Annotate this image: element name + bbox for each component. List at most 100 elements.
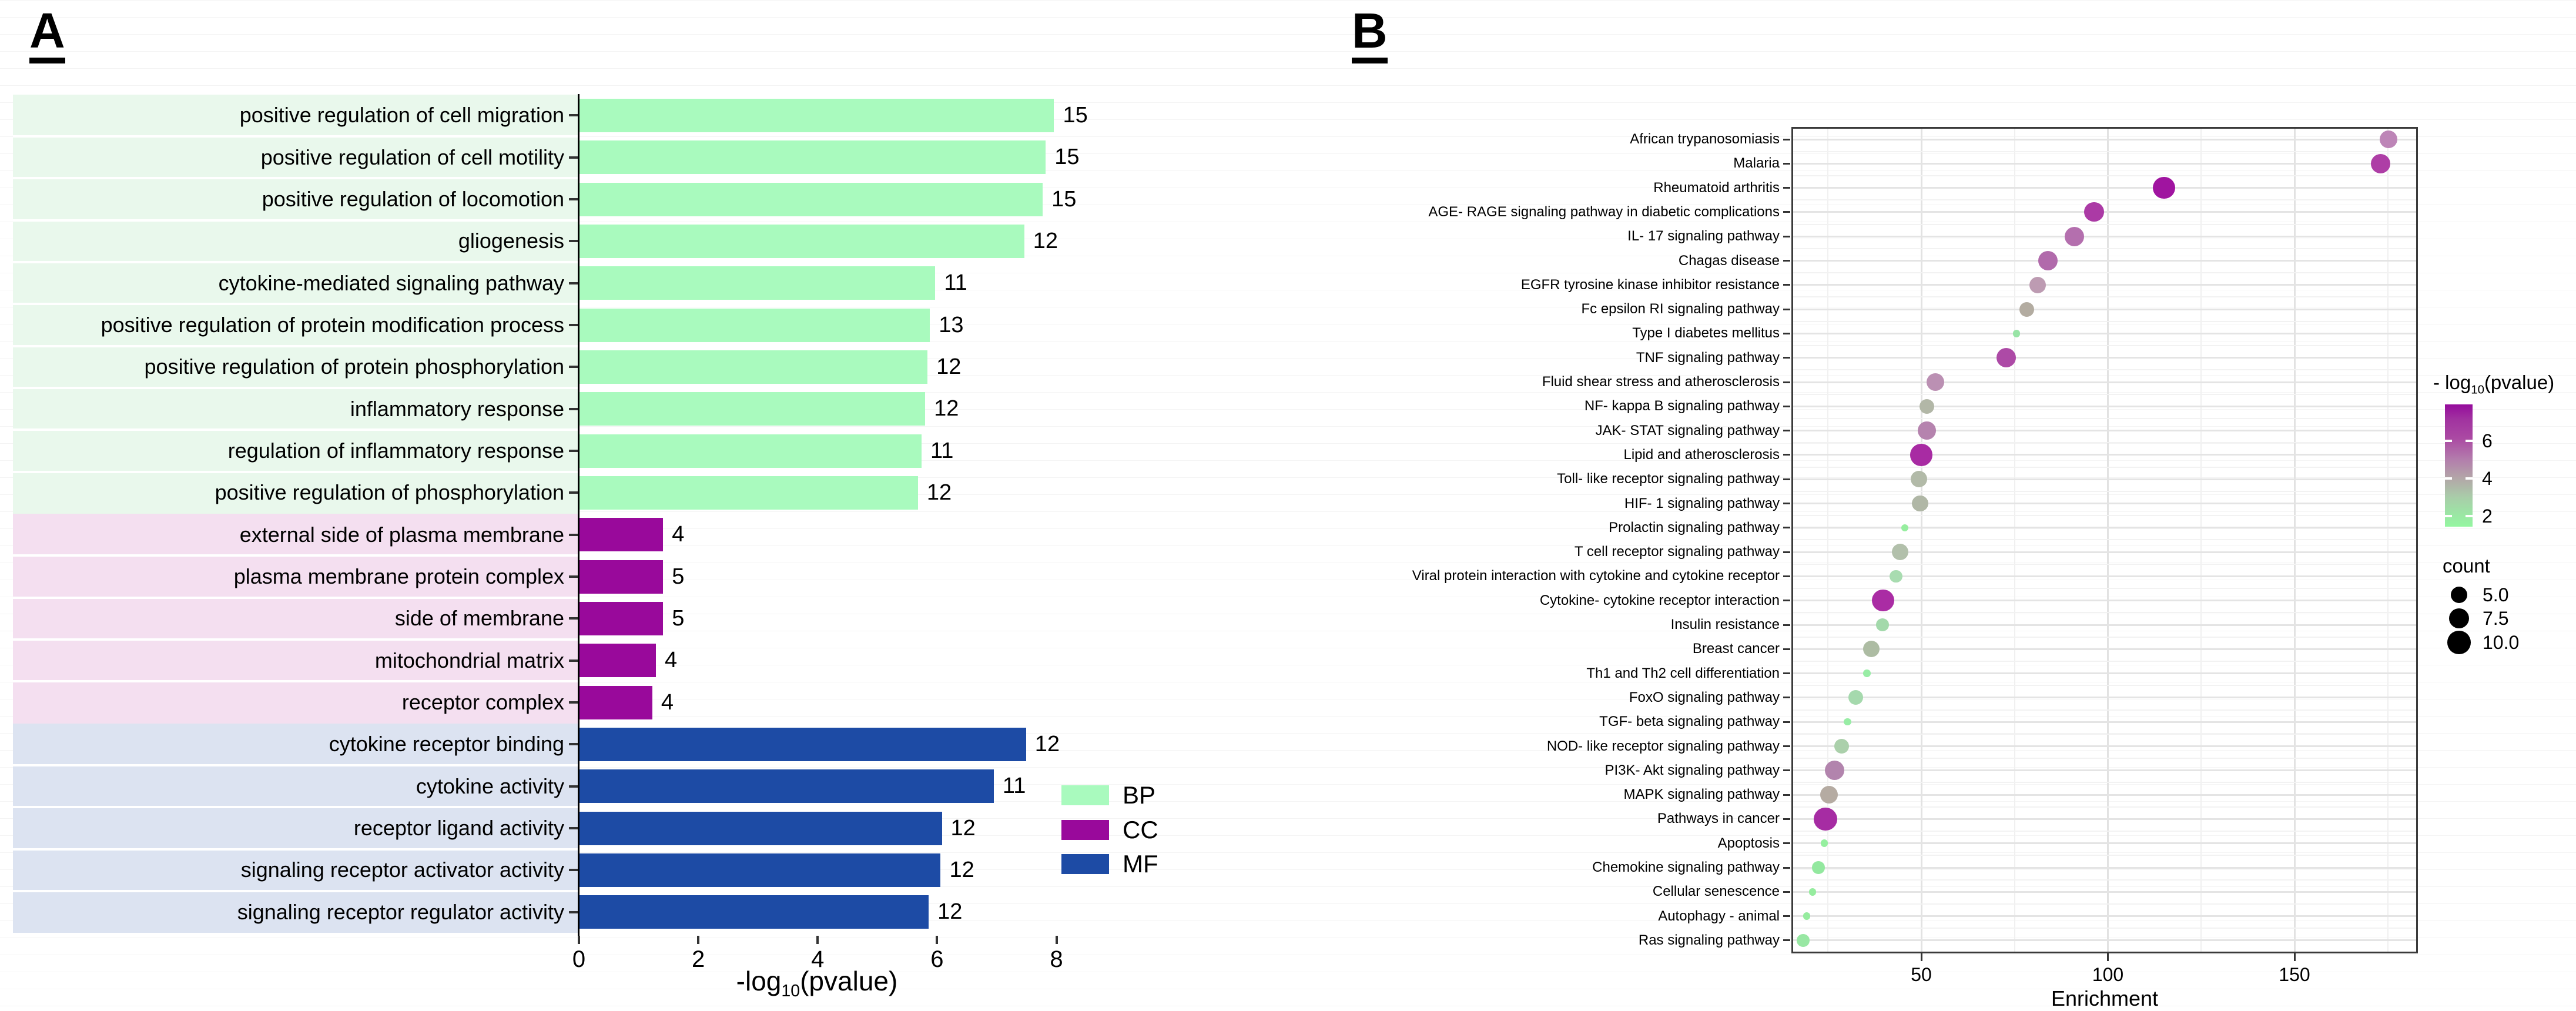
grid-line-horizontal-major (1791, 284, 2418, 286)
legend-title-subscript: 10 (2471, 383, 2484, 397)
category-label: positive regulation of locomotion (262, 187, 564, 212)
grid-line-horizontal-major (1791, 648, 2418, 650)
dot (1918, 421, 1936, 440)
grid-line-horizontal-major (1791, 769, 2418, 772)
grid-line-horizontal-minor (1791, 539, 2418, 541)
grid-line-horizontal-minor (1791, 612, 2418, 614)
y-tick-mark (1783, 381, 1790, 383)
dot (1863, 669, 1871, 677)
dot (1872, 589, 1894, 612)
grid-line-horizontal-major (1791, 235, 2418, 237)
bar-count-label: 12 (934, 396, 959, 421)
grid-line-horizontal-major (1791, 187, 2418, 189)
grid-line-horizontal-major (1791, 575, 2418, 577)
pathway-label: Viral protein interaction with cytokine … (1412, 568, 1780, 584)
pathway-label: JAK- STAT signaling pathway (1595, 422, 1780, 438)
row-separator (13, 638, 579, 641)
pathway-label: Prolactin signaling pathway (1609, 519, 1780, 535)
category-label: regulation of inflammatory response (227, 438, 564, 463)
grid-line-horizontal-major (1791, 260, 2418, 262)
pathway-label: TNF signaling pathway (1636, 349, 1780, 366)
grid-line-horizontal-minor (1791, 393, 2418, 395)
grid-line-horizontal-major (1791, 818, 2418, 820)
x-tick-mark (1920, 953, 1922, 961)
grid-line-horizontal-major (1791, 430, 2418, 432)
bar (579, 434, 922, 468)
category-band-mf (13, 723, 579, 933)
row-separator (13, 219, 579, 222)
bar (579, 392, 926, 426)
dot (2084, 202, 2104, 222)
dot (1803, 912, 1811, 920)
pathway-label: NOD- like receptor signaling pathway (1546, 738, 1780, 754)
y-tick-mark (569, 827, 578, 829)
y-tick-mark (1783, 842, 1790, 845)
grid-line-horizontal-minor (1791, 782, 2418, 784)
category-label: mitochondrial matrix (374, 648, 564, 672)
pathway-label: Malaria (1733, 155, 1780, 172)
bar (579, 350, 928, 384)
dot (1814, 807, 1837, 831)
panel-b-label: B (1352, 4, 1388, 63)
grid-line-horizontal-major (1791, 527, 2418, 529)
grid-line-horizontal-minor (1791, 150, 2418, 152)
dot (1891, 544, 1908, 561)
y-tick-mark (1783, 162, 1790, 165)
grid-line-horizontal-major (1791, 745, 2418, 747)
bar (579, 895, 929, 929)
legend-title-text: - log (2433, 371, 2471, 393)
grid-line-horizontal-major (1791, 672, 2418, 675)
y-tick-mark (569, 701, 578, 704)
bar-count-label: 12 (949, 857, 974, 882)
x-tick-label: 4 (811, 946, 825, 972)
x-tick-mark (2293, 953, 2296, 961)
legend-title-text: (pvalue) (2484, 371, 2555, 393)
row-separator (13, 764, 579, 766)
grid-line-horizontal-minor (1791, 490, 2418, 492)
pathway-label: Apoptosis (1717, 835, 1780, 851)
pathway-label: Pathways in cancer (1657, 811, 1780, 827)
bar-count-label: 12 (950, 815, 976, 841)
size-legend-label: 5.0 (2483, 584, 2509, 605)
y-tick-mark (1783, 624, 1790, 626)
bar (579, 727, 1026, 761)
bar (579, 601, 664, 635)
color-legend-gradient-bar (2445, 404, 2473, 527)
x-tick-label: 100 (2092, 964, 2124, 985)
panel-b-size-legend-title: count (2443, 555, 2490, 577)
bar (579, 98, 1054, 132)
x-tick-label: 2 (692, 946, 705, 972)
bar (579, 853, 941, 887)
grid-line-horizontal-major (1791, 162, 2418, 165)
grid-line-horizontal-minor (1791, 855, 2418, 856)
y-tick-mark (1783, 551, 1790, 553)
y-tick-mark (1783, 939, 1790, 942)
dot (1844, 718, 1851, 726)
dot (1889, 570, 1902, 583)
grid-line-horizontal-minor (1791, 733, 2418, 735)
dot (1910, 444, 1932, 466)
dot (1825, 761, 1845, 781)
grid-line-horizontal-major (1791, 697, 2418, 699)
pathway-label: African trypanosomiasis (1630, 131, 1780, 147)
y-tick-mark (1783, 454, 1790, 456)
y-tick-mark (1783, 648, 1790, 650)
dot (1863, 641, 1880, 658)
grid-line-horizontal-major (1791, 308, 2418, 310)
y-tick-mark (1783, 308, 1790, 310)
grid-line-horizontal-major (1791, 551, 2418, 553)
dot (1912, 495, 1929, 512)
grid-line-horizontal-minor (1791, 758, 2418, 759)
pathway-label: Ras signaling pathway (1638, 932, 1780, 948)
grid-line-horizontal-minor (1791, 320, 2418, 322)
x-tick-mark (2107, 953, 2109, 961)
y-tick-mark (1783, 672, 1790, 675)
panel-a-label: A (29, 4, 65, 63)
y-tick-mark (569, 910, 578, 913)
color-legend-tick-mark (2445, 440, 2452, 443)
pathway-label: Chemokine signaling pathway (1592, 859, 1780, 875)
x-tick-label: 6 (930, 946, 944, 972)
x-tick-label: 8 (1050, 946, 1063, 972)
row-separator (13, 261, 579, 264)
y-tick-mark (569, 198, 578, 201)
